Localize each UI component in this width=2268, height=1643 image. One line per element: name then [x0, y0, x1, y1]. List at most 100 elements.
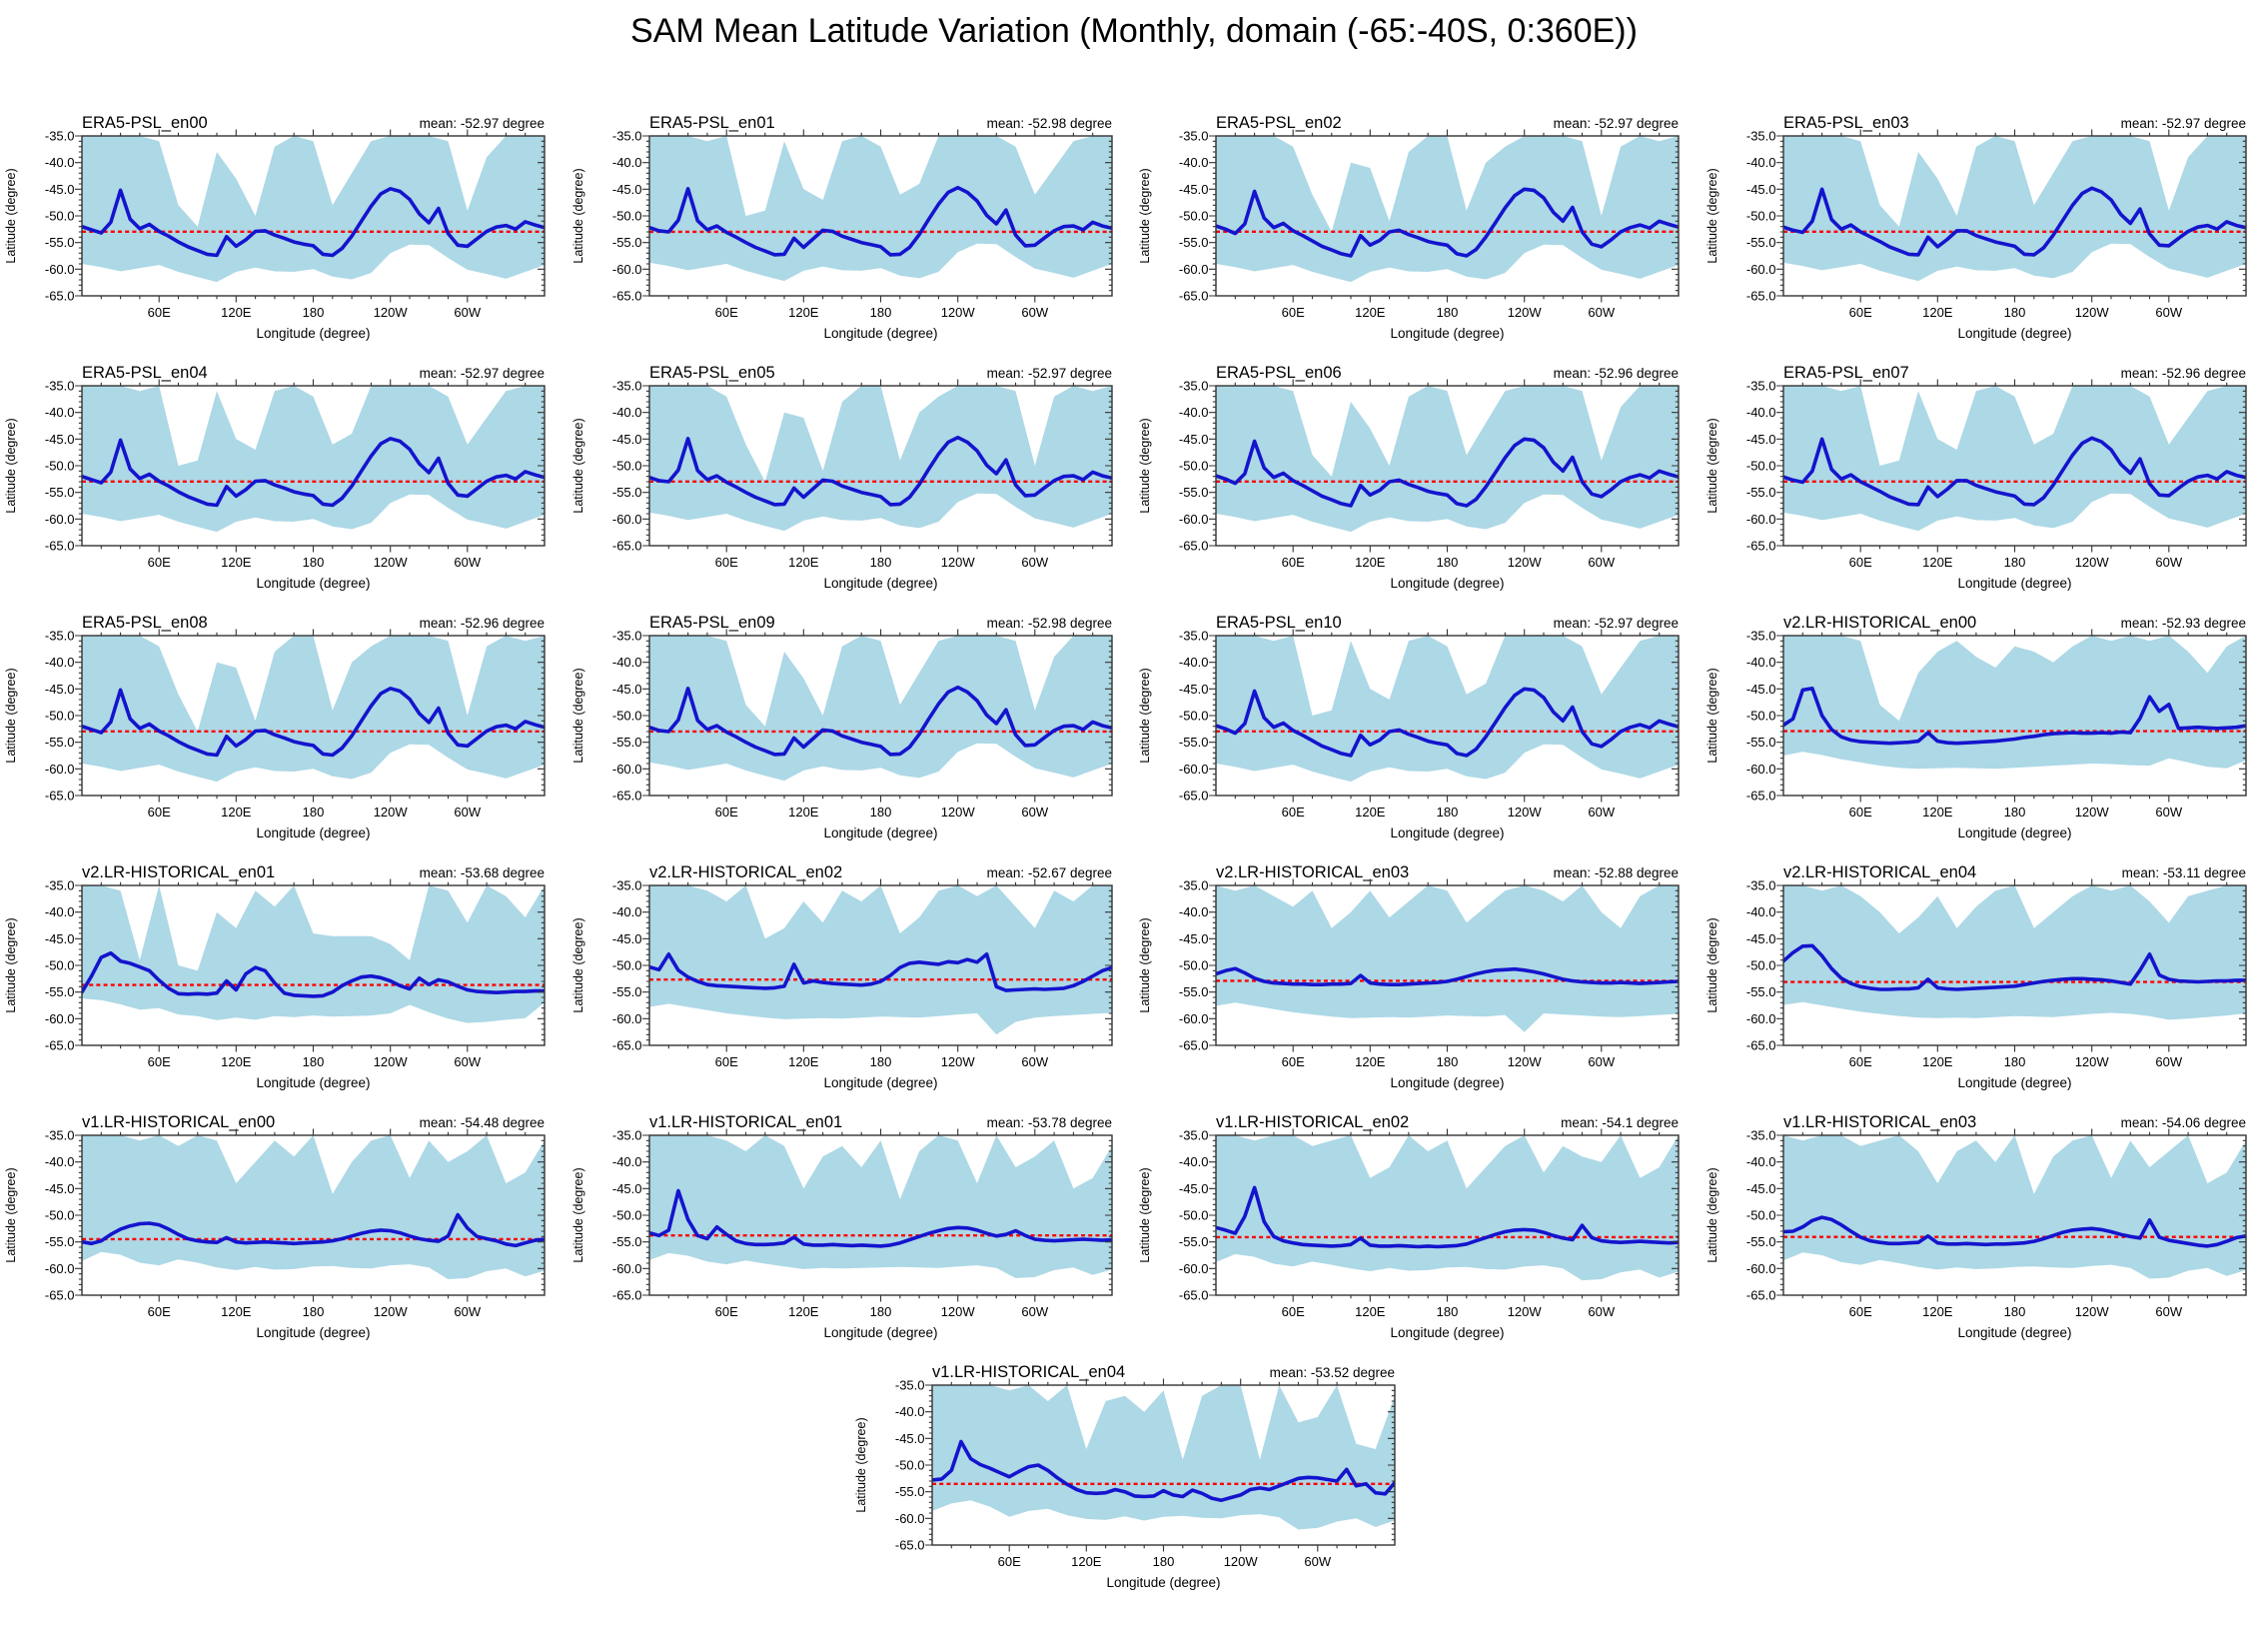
x-tick-label: 120E	[221, 555, 252, 570]
axis-ticks	[1209, 1128, 1679, 1302]
y-tick-label: -60.0	[1179, 1261, 1209, 1276]
panel-title: ERA5-PSL_en09	[649, 614, 775, 632]
panel-svg: ERA5-PSL_en07 mean: -52.96 degree -35.0 -…	[1705, 364, 2247, 591]
panel-svg: ERA5-PSL_en00 mean: -52.97 degree -35.0 -…	[4, 114, 546, 341]
y-tick-label: -35.0	[1179, 629, 1209, 644]
x-axis-label: Longitude (degree)	[1957, 1075, 2071, 1090]
panel-title: v2.LR-HISTORICAL_en03	[1216, 863, 1409, 881]
y-tick-label: -65.0	[1179, 1038, 1209, 1053]
y-tick-label: -45.0	[45, 682, 75, 697]
y-tick-label: -60.0	[612, 1011, 642, 1026]
y-tick-label: -50.0	[895, 1458, 925, 1473]
panel-title: ERA5-PSL_en02	[1216, 114, 1342, 132]
axis-ticks	[1209, 129, 1679, 303]
y-tick-label: -45.0	[1179, 1181, 1209, 1196]
envelope-area	[1216, 885, 1679, 1032]
x-tick-label: 120W	[1508, 805, 1543, 820]
y-tick-label: -55.0	[1179, 735, 1209, 750]
y-tick-label: -35.0	[45, 129, 75, 144]
y-tick-label: -45.0	[1746, 432, 1776, 447]
y-axis-label: Latitude (degree)	[1138, 1167, 1152, 1262]
y-axis-label: Latitude (degree)	[1138, 668, 1152, 763]
y-tick-label: -55.0	[895, 1484, 925, 1499]
x-axis-label: Longitude (degree)	[256, 1325, 370, 1340]
axis-ticks	[75, 629, 545, 803]
x-tick-label: 60E	[715, 555, 738, 570]
panel-v1.LR-HISTORICAL_en04: v1.LR-HISTORICAL_en04 mean: -53.52 degre…	[850, 1355, 1417, 1605]
envelope-area	[1216, 1135, 1679, 1281]
y-tick-label: -35.0	[1179, 1128, 1209, 1143]
y-axis-label: Latitude (degree)	[4, 1167, 18, 1262]
panel-v2.LR-HISTORICAL_en01: v2.LR-HISTORICAL_en01 mean: -53.68 degre…	[0, 855, 567, 1105]
panel-title: v2.LR-HISTORICAL_en02	[649, 863, 842, 881]
y-tick-label: -40.0	[1179, 155, 1209, 170]
envelope-area	[649, 636, 1112, 782]
panel-svg: ERA5-PSL_en04 mean: -52.97 degree -35.0 -…	[4, 364, 546, 591]
envelope-area	[649, 885, 1112, 1035]
axis-ticks	[1209, 878, 1679, 1052]
x-axis-label: Longitude (degree)	[823, 825, 937, 840]
x-tick-label: 180	[1437, 305, 1459, 320]
y-tick-label: -50.0	[612, 459, 642, 474]
y-axis-label: Latitude (degree)	[571, 1167, 585, 1262]
x-tick-label: 120W	[374, 1054, 409, 1069]
x-tick-label: 120W	[2075, 1304, 2110, 1319]
y-tick-label: -60.0	[612, 262, 642, 277]
panel-ERA5-PSL_en04: ERA5-PSL_en04 mean: -52.97 degree -35.0 -…	[0, 356, 567, 606]
panel-title: v1.LR-HISTORICAL_en02	[1216, 1113, 1409, 1131]
x-tick-label: 60W	[2155, 305, 2182, 320]
y-tick-label: -40.0	[45, 655, 75, 670]
y-tick-label: -50.0	[1746, 958, 1776, 973]
y-tick-label: -65.0	[45, 539, 75, 554]
x-tick-label: 120E	[788, 555, 819, 570]
x-tick-label: 120W	[941, 1304, 976, 1319]
axis-ticks	[642, 129, 1112, 303]
x-tick-label: 120E	[1355, 555, 1386, 570]
panel-title: v2.LR-HISTORICAL_en00	[1783, 614, 1976, 632]
x-tick-label: 60E	[148, 1304, 171, 1319]
y-tick-label: -65.0	[1179, 1288, 1209, 1303]
x-tick-label: 120W	[941, 1054, 976, 1069]
y-axis-label: Latitude (degree)	[4, 168, 18, 263]
x-tick-label: 60E	[1282, 305, 1305, 320]
mean-line	[1216, 687, 1679, 758]
x-tick-label: 60E	[1849, 1054, 1872, 1069]
y-tick-label: -65.0	[612, 789, 642, 804]
x-tick-label: 180	[2004, 805, 2026, 820]
envelope-area	[1783, 136, 2246, 282]
x-axis-label: Longitude (degree)	[1106, 1575, 1220, 1590]
panel-mean-label: mean: -54.06 degree	[2121, 1115, 2246, 1130]
x-tick-label: 60W	[1588, 805, 1615, 820]
panel-v1.LR-HISTORICAL_en01: v1.LR-HISTORICAL_en01 mean: -53.78 degre…	[567, 1105, 1134, 1355]
envelope-area	[1783, 1135, 2246, 1279]
y-tick-label: -55.0	[1746, 984, 1776, 999]
axis-ticks	[75, 129, 545, 303]
x-axis-label: Longitude (degree)	[1957, 326, 2071, 341]
mean-line	[82, 687, 545, 758]
y-tick-label: -35.0	[1179, 129, 1209, 144]
x-tick-label: 60W	[1588, 1304, 1615, 1319]
panel-title: v2.LR-HISTORICAL_en01	[82, 863, 275, 881]
y-tick-label: -40.0	[1179, 405, 1209, 420]
panel-title: v1.LR-HISTORICAL_en03	[1783, 1113, 1976, 1131]
y-tick-label: -65.0	[45, 789, 75, 804]
panel-title: ERA5-PSL_en03	[1783, 114, 1909, 132]
panel-ERA5-PSL_en07: ERA5-PSL_en07 mean: -52.96 degree -35.0 -…	[1701, 356, 2268, 606]
x-tick-label: 180	[303, 1054, 325, 1069]
y-tick-label: -45.0	[45, 182, 75, 197]
y-tick-label: -50.0	[45, 709, 75, 724]
y-tick-label: -50.0	[1179, 958, 1209, 973]
panel-svg: v1.LR-HISTORICAL_en01 mean: -53.78 degre…	[571, 1113, 1113, 1340]
x-tick-label: 60E	[998, 1554, 1021, 1569]
envelope-area	[1783, 885, 2246, 1020]
y-tick-label: -50.0	[45, 459, 75, 474]
axis-ticks	[925, 1378, 1395, 1552]
x-axis-label: Longitude (degree)	[1957, 576, 2071, 591]
x-tick-label: 60W	[1021, 1054, 1048, 1069]
y-tick-label: -60.0	[895, 1511, 925, 1526]
mean-line	[932, 1439, 1395, 1502]
mean-line	[1216, 1185, 1679, 1249]
x-tick-label: 120W	[941, 555, 976, 570]
panel-v1.LR-HISTORICAL_en00: v1.LR-HISTORICAL_en00 mean: -54.48 degre…	[0, 1105, 567, 1355]
panel-title: v1.LR-HISTORICAL_en00	[82, 1113, 275, 1131]
